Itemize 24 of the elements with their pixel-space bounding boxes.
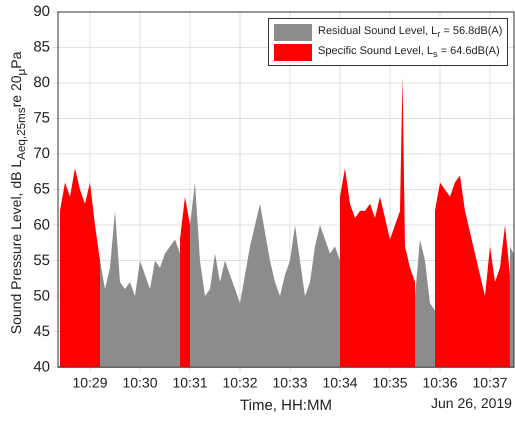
y-tick-label: 90 — [33, 3, 50, 20]
y-tick-label: 65 — [33, 180, 50, 198]
x-tick-label: 10:30 — [122, 374, 158, 390]
x-tick-label: 10:33 — [272, 374, 308, 390]
y-tick-label: 60 — [33, 216, 50, 234]
y-tick-label: 85 — [33, 38, 50, 56]
x-tick-label: 10:35 — [372, 374, 408, 390]
legend-label: Residual Sound Level, L$_{r}$ = 56.8dB(A) — [318, 24, 502, 40]
x-tick-label: 10:32 — [222, 374, 258, 390]
x-tick-label: 10:29 — [72, 374, 108, 390]
y-tick-label: 70 — [33, 145, 50, 162]
x-tick-label: 10:37 — [472, 374, 508, 390]
x-tick-label: 10:34 — [322, 374, 358, 390]
y-tick-label: 80 — [33, 74, 50, 92]
y-tick-label: 50 — [33, 287, 50, 304]
y-tick-label: 45 — [33, 322, 50, 340]
y-tick-label: 75 — [33, 110, 50, 127]
text: Jun 26, 2019 — [431, 395, 512, 412]
legend-label: Specific Sound Level, L$_{s}$ = 64.6dB(A) — [318, 44, 500, 60]
y-tick-label: 40 — [33, 358, 50, 376]
x-tick-label: 10:36 — [422, 374, 458, 390]
x-tick-label: 10:31 — [172, 374, 208, 390]
x-axis-title: Time, HH:MM — [240, 397, 332, 414]
y-tick-label: 55 — [33, 252, 50, 269]
